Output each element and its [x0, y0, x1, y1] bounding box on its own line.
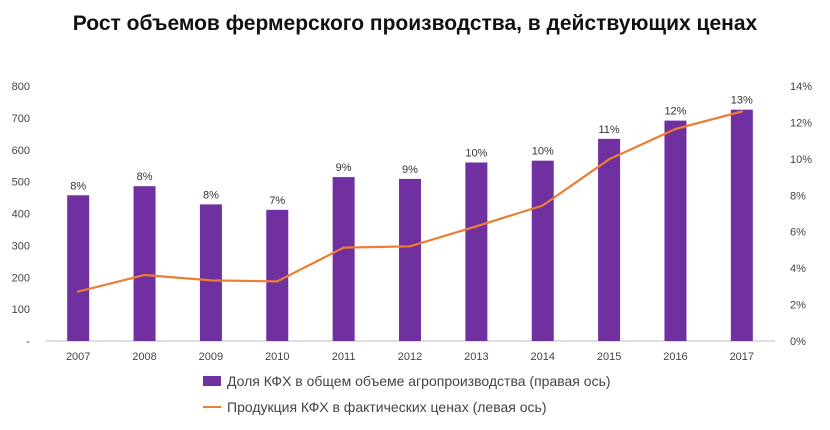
right-axis-tick-label: 14%	[790, 81, 812, 93]
bar	[465, 162, 488, 341]
left-axis-tick-label: 600	[12, 145, 30, 157]
right-axis-tick-label: 8%	[790, 190, 806, 202]
line-point	[143, 273, 146, 277]
left-axis-tick-label: 800	[12, 81, 30, 93]
x-axis-tick-label: 2014	[530, 351, 554, 363]
chart-canvas: - 100 200 300 400 500 600 700 800 0% 2% 4% 6% 8% 10% 12…	[12, 81, 813, 363]
left-axis-tick-label: -	[26, 336, 30, 348]
legend-bar-label: Доля КФХ в общем объеме агропроизводства…	[227, 373, 611, 389]
legend-item-bars: Доля КФХ в общем объеме агропроизводства…	[203, 370, 611, 392]
bar	[133, 186, 156, 341]
line-point	[342, 246, 345, 249]
bar-data-label: 8%	[203, 189, 219, 201]
left-axis-tick-label: 400	[12, 209, 30, 221]
line-point	[607, 158, 611, 161]
bar	[199, 204, 222, 341]
x-axis-tick-label: 2008	[132, 351, 156, 363]
bar	[67, 195, 90, 341]
left-axis-tick-label: 100	[12, 304, 30, 316]
bar	[332, 177, 355, 341]
line-point	[209, 279, 213, 282]
right-axis-tick-label: 2%	[790, 300, 806, 312]
bar-data-label: 8%	[137, 171, 153, 183]
bar-data-label: 8%	[70, 180, 86, 192]
right-axis-tick-label: 6%	[790, 227, 806, 239]
bar	[664, 120, 687, 341]
bar	[399, 178, 421, 341]
x-axis-tick-label: 2011	[332, 351, 356, 363]
line-point	[475, 225, 478, 228]
bar	[598, 138, 621, 341]
x-axis-tick-label: 2009	[199, 351, 223, 363]
x-axis-tick-label: 2017	[730, 351, 754, 363]
left-axis-tick-label: 500	[12, 177, 30, 189]
x-axis-tick-label: 2016	[663, 351, 687, 363]
bar-data-label: 7%	[269, 195, 285, 207]
line-point	[76, 290, 80, 293]
bar-data-label: 9%	[402, 164, 418, 176]
bar-data-label: 12%	[664, 106, 686, 118]
bar-data-label: 10%	[532, 146, 554, 158]
x-axis-tick-label: 2015	[597, 351, 621, 363]
bar	[730, 109, 753, 341]
bar-data-label: 13%	[731, 95, 753, 107]
legend: Доля КФХ в общем объеме агропроизводства…	[203, 370, 611, 422]
left-axis-tick-label: 700	[12, 113, 30, 125]
x-axis-tick-label: 2007	[66, 351, 90, 363]
line-point	[276, 280, 279, 283]
legend-bar-swatch	[203, 376, 221, 386]
x-axis-tick-label: 2010	[265, 351, 289, 363]
bar	[531, 160, 554, 341]
left-axis-tick-label: 200	[12, 272, 30, 284]
bar	[266, 209, 289, 341]
left-axis-tick-label: 300	[12, 240, 30, 252]
legend-item-line: Продукция КФХ в фактических ценах (левая…	[203, 396, 611, 418]
line-point	[541, 204, 544, 207]
right-axis-tick-label: 10%	[790, 154, 812, 166]
x-axis-tick-label: 2012	[398, 351, 422, 363]
bar-data-label: 10%	[465, 148, 487, 160]
right-axis-tick-label: 0%	[790, 336, 806, 348]
chart-title: Рост объемов фермерского производства, в…	[72, 12, 758, 35]
bar-data-label: 11%	[598, 124, 619, 136]
line-point	[674, 127, 677, 131]
line-point	[740, 110, 744, 113]
right-axis-tick-label: 4%	[790, 263, 806, 275]
legend-line-label: Продукция КФХ в фактических ценах (левая…	[227, 399, 547, 415]
x-axis-tick-label: 2013	[464, 351, 488, 363]
bar-data-label: 9%	[336, 162, 352, 174]
right-axis-tick-label: 12%	[790, 117, 812, 129]
line-point	[408, 245, 412, 248]
legend-line-swatch	[203, 406, 221, 408]
